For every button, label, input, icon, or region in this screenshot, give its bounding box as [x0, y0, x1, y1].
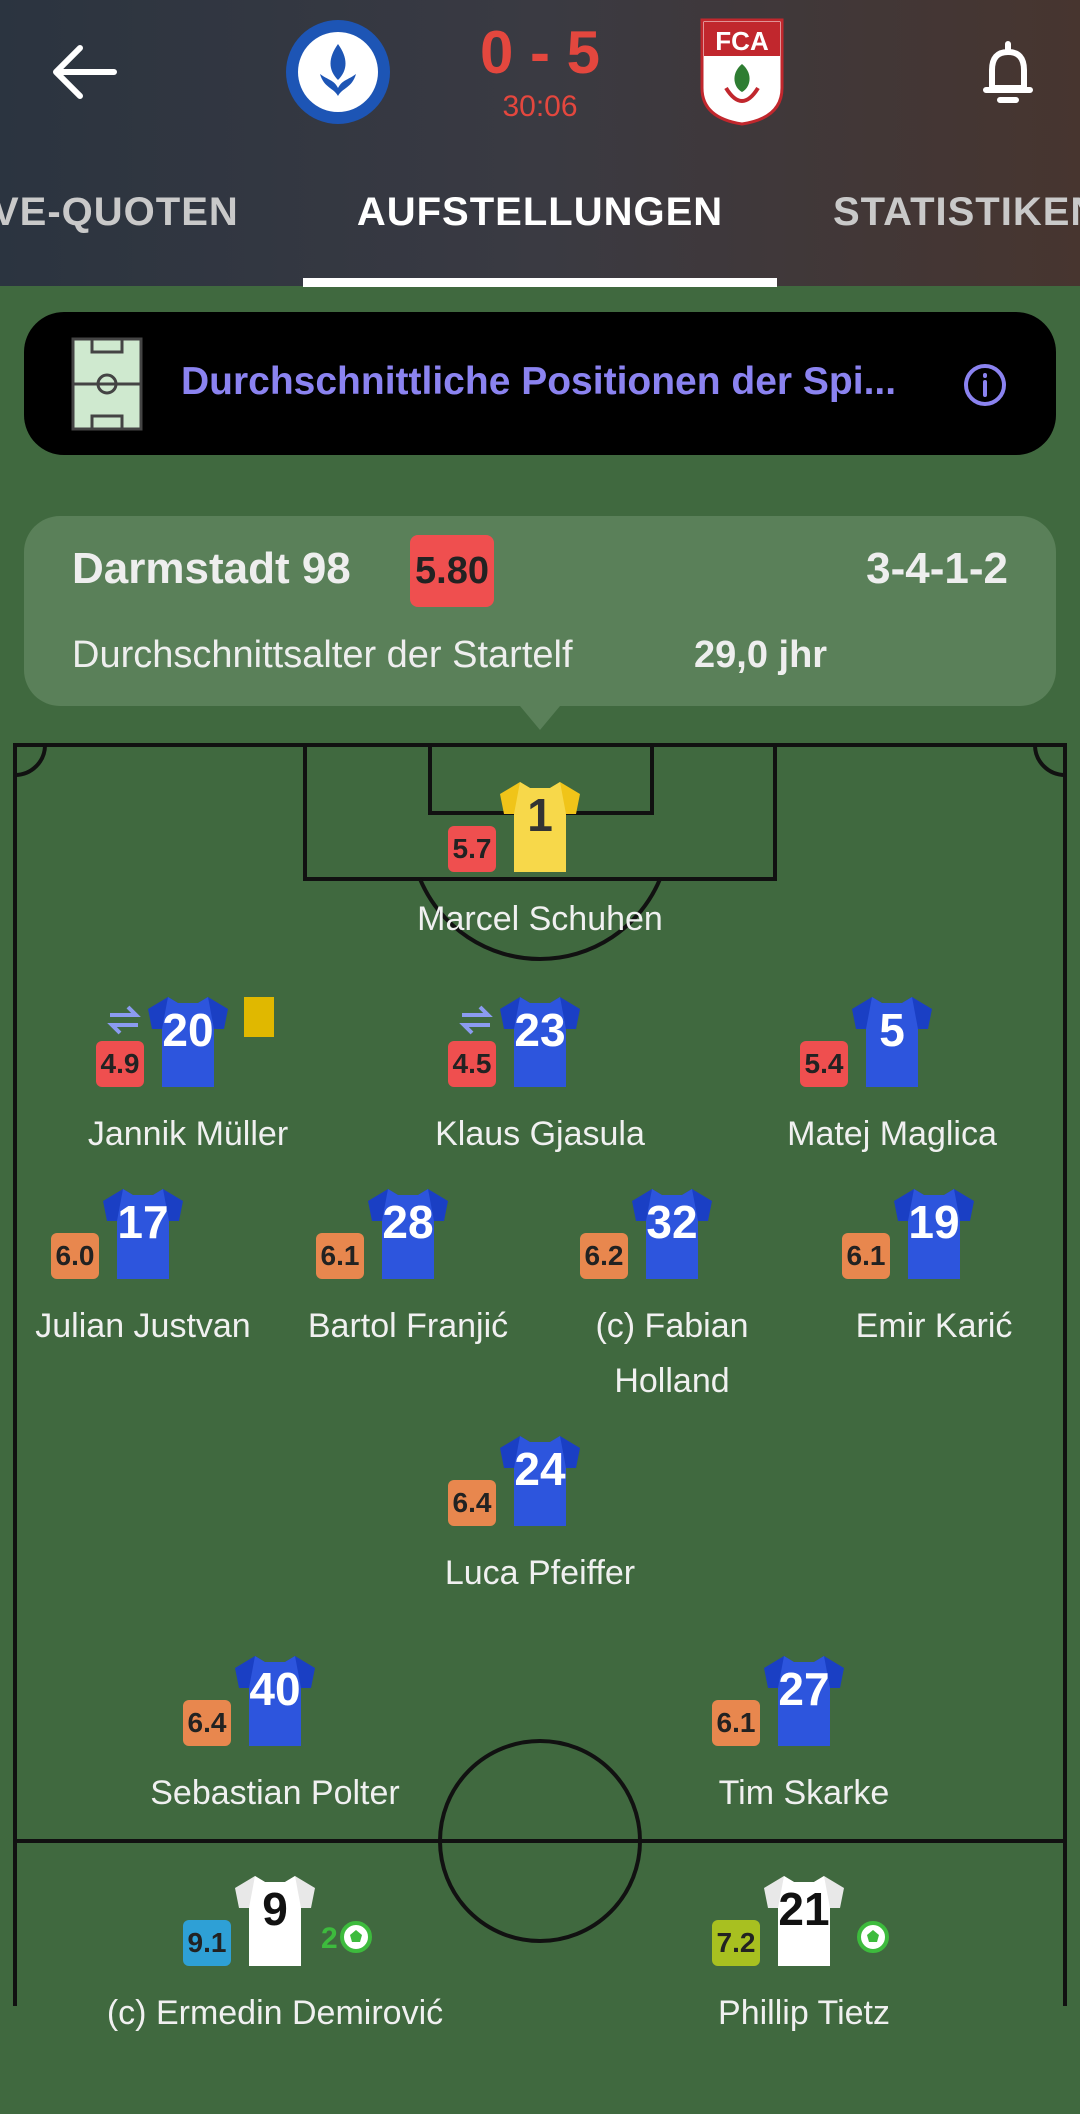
shirt	[852, 997, 932, 1087]
player-rating: 4.5	[448, 1041, 496, 1087]
player[interactable]: 32 6.2 (c) Fabian Holland	[522, 1187, 822, 1427]
player-rating: 5.4	[800, 1041, 848, 1087]
info-icon[interactable]	[962, 362, 1008, 408]
score: 0 - 5	[479, 19, 601, 86]
tab-indicator	[303, 278, 777, 287]
age-value: 29,0 jhr	[694, 634, 828, 676]
shirt	[235, 1656, 315, 1746]
notification-button[interactable]	[980, 38, 1036, 108]
shirt	[500, 782, 580, 872]
shirt-number: 19	[908, 1196, 960, 1248]
player-rating: 6.1	[842, 1233, 890, 1279]
team-card: Darmstadt 98 5.80 3-4-1-2 Durchschnittsa…	[24, 516, 1056, 706]
banner-text: Durchschnittliche Positionen der Spi...	[181, 360, 897, 403]
player[interactable]: 5 5.4 Matej Maglica	[742, 995, 1042, 1235]
goals-count: 2	[321, 1922, 338, 1955]
shirt-number: 9	[262, 1883, 288, 1935]
player-name: Emir Karić	[855, 1307, 1013, 1345]
player[interactable]: 27 6.1 Tim Skarke	[654, 1654, 954, 1894]
player[interactable]: 24 6.4 Luca Pfeiffer	[390, 1434, 690, 1674]
player[interactable]: 9 9.1 (c) Ermedin Demirović 2	[107, 1874, 443, 2114]
player-name: Phillip Tietz	[718, 1994, 890, 2032]
goal-icon	[339, 1920, 373, 1959]
player-rating: 7.2	[712, 1920, 760, 1966]
player-name: (c) Fabian Holland	[595, 1307, 749, 1400]
player-name: Sebastian Polter	[150, 1774, 400, 1812]
shirt	[764, 1656, 844, 1746]
svg-text:FCA: FCA	[715, 26, 769, 56]
player-name: (c) Ermedin Demirović	[106, 1994, 444, 2032]
shirt-number: 1	[527, 789, 553, 841]
substitution-icon	[456, 999, 496, 1044]
team-name: Darmstadt 98	[72, 544, 351, 593]
shirt-number: 23	[514, 1004, 566, 1056]
player-rating: 6.0	[51, 1233, 99, 1279]
player[interactable]: 19 6.1 Emir Karić	[784, 1187, 1080, 1427]
shirt-number: 40	[249, 1663, 301, 1715]
tab-active[interactable]: AUFSTELLUNGEN	[356, 190, 724, 234]
shirt-number: 32	[646, 1196, 698, 1248]
player[interactable]: 17 6.0 Julian Justvan	[0, 1187, 293, 1427]
pitch	[13, 706, 1067, 2006]
player-rating: 9.1	[183, 1920, 231, 1966]
match-time: 30:06	[502, 90, 578, 123]
app-screen: 0 - 5 30:06 FCA VE-QUOTEN AUFSTELLUNGEN …	[0, 0, 1080, 2032]
player-name: Julian Justvan	[35, 1307, 251, 1345]
shirt-number: 24	[514, 1443, 566, 1495]
player[interactable]: 28 6.1 Bartol Franjić	[258, 1187, 558, 1427]
pitch-icon	[71, 337, 143, 431]
shirt-number: 27	[778, 1663, 830, 1715]
positions-banner[interactable]: Durchschnittliche Positionen der Spi...	[24, 312, 1056, 455]
player-rating: 6.1	[712, 1700, 760, 1746]
player-name: Matej Maglica	[787, 1115, 997, 1153]
formation: 3-4-1-2	[866, 544, 1008, 593]
shirt	[764, 1876, 844, 1966]
shirt-number: 17	[117, 1196, 169, 1248]
shirt	[103, 1189, 183, 1279]
team-rating: 5.80	[410, 535, 494, 607]
player-name: Marcel Schuhen	[417, 900, 663, 938]
substitution-icon	[104, 999, 144, 1044]
player-name: Klaus Gjasula	[435, 1115, 645, 1153]
shirt-number: 20	[162, 1004, 214, 1056]
player-name: Bartol Franjić	[307, 1307, 509, 1345]
yellow-card	[244, 997, 274, 1037]
player-rating: 6.4	[448, 1480, 496, 1526]
age-label: Durchschnittsalter der Startelf	[72, 634, 573, 676]
player-rating: 4.9	[96, 1041, 144, 1087]
shirt	[632, 1189, 712, 1279]
shirt	[894, 1189, 974, 1279]
back-button[interactable]	[50, 40, 120, 104]
home-logo	[286, 20, 390, 124]
goal-icon	[856, 1920, 890, 1959]
player[interactable]: 20 4.9 Jannik Müller	[38, 995, 338, 1235]
player[interactable]: 23 4.5 Klaus Gjasula	[390, 995, 690, 1235]
player[interactable]: 1 5.7 Marcel Schuhen	[390, 780, 690, 1020]
player-name: Tim Skarke	[718, 1774, 890, 1812]
shirt-number: 28	[382, 1196, 434, 1248]
player[interactable]: 21 7.2 Phillip Tietz	[654, 1874, 954, 2114]
player[interactable]: 40 6.4 Sebastian Polter	[125, 1654, 425, 1894]
player-name: Luca Pfeiffer	[444, 1554, 636, 1592]
shirt-number: 21	[778, 1883, 830, 1935]
tab[interactable]: VE-QUOTEN	[0, 190, 239, 234]
player-rating: 6.2	[580, 1233, 628, 1279]
shirt	[368, 1189, 448, 1279]
player-rating: 6.1	[316, 1233, 364, 1279]
tab[interactable]: STATISTIKEN	[833, 190, 1080, 234]
shirt-number: 5	[879, 1004, 905, 1056]
shirt	[500, 1436, 580, 1526]
player-rating: 5.7	[448, 826, 496, 872]
away-logo: FCA	[700, 18, 784, 126]
player-name: Jannik Müller	[87, 1115, 289, 1153]
shirt	[235, 1876, 315, 1966]
header: 0 - 5 30:06 FCA VE-QUOTEN AUFSTELLUNGEN …	[0, 0, 1080, 287]
shirt	[500, 997, 580, 1087]
player-rating: 6.4	[183, 1700, 231, 1746]
shirt	[148, 997, 228, 1087]
